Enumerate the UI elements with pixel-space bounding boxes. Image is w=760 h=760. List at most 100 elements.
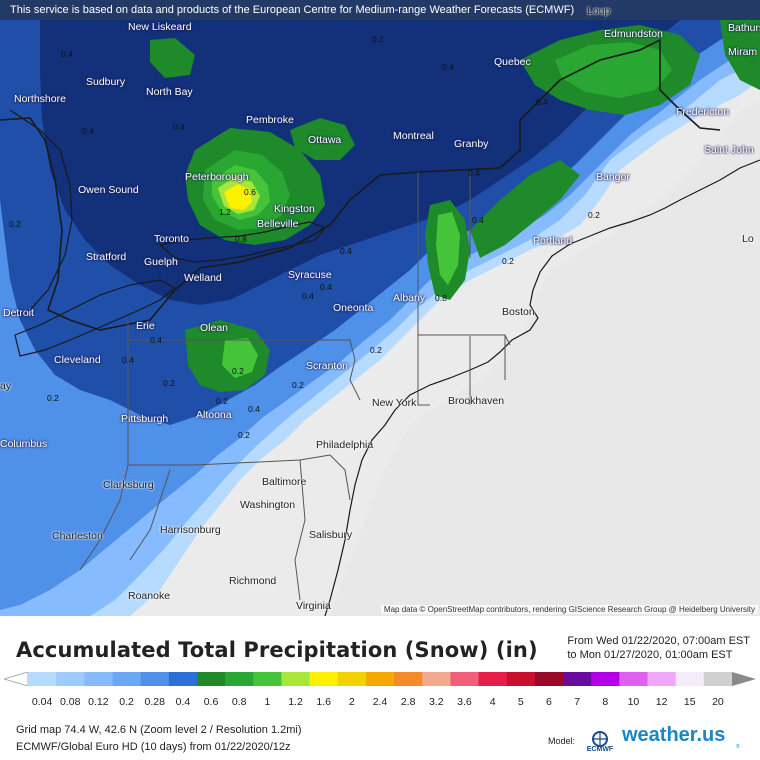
city-scranton[interactable]: Scranton (306, 360, 349, 372)
scale-label: 3.6 (457, 696, 472, 708)
contour-label: 0.4 (248, 404, 260, 414)
city-altoona[interactable]: Altoona (196, 409, 232, 421)
city-stratford[interactable]: Stratford (86, 251, 127, 263)
scale-label: 1.6 (316, 696, 331, 708)
city-columbus[interactable]: Columbus (0, 438, 48, 450)
scale-label: 15 (683, 696, 696, 708)
city-baltimore[interactable]: Baltimore (262, 476, 307, 488)
contour-label: 0.2 (588, 210, 600, 220)
ohio-line (79, 464, 171, 571)
city-quebec[interactable]: Quebec (494, 56, 531, 68)
scale-label: 7 (574, 696, 581, 708)
city-clarksburg[interactable]: Clarksburg (103, 479, 154, 491)
precipitation-map[interactable]: This service is based on data and produc… (0, 0, 760, 616)
contour-label: 0.2 (370, 345, 382, 355)
ecmwf-logo-text: ECMWF (586, 746, 614, 753)
city-edmundston[interactable]: Edmundston (604, 28, 663, 40)
contour-label: 0.4 (82, 126, 94, 136)
city-peterborough[interactable]: Peterborough (185, 171, 249, 183)
scale-label: 5 (517, 696, 524, 708)
city-loup[interactable]: Loup (587, 5, 611, 17)
color-scale-bar (4, 672, 756, 686)
city-syracuse[interactable]: Syracuse (288, 269, 332, 281)
city-ottawa[interactable]: Ottawa (308, 134, 342, 146)
ecmwf-notice: This service is based on data and produc… (0, 0, 760, 20)
city-new-liskeard[interactable]: New Liskeard (128, 21, 192, 33)
city-belleville[interactable]: Belleville (257, 218, 299, 230)
ecmwf-globe-icon (592, 731, 608, 747)
precip-0.6-quebec (720, 20, 760, 90)
scale-swatch (337, 672, 367, 686)
city-harrisonburg[interactable]: Harrisonburg (160, 524, 221, 536)
city-portland[interactable]: Portland (533, 235, 573, 247)
city-cleveland[interactable]: Cleveland (54, 354, 101, 366)
city-boston[interactable]: Boston (502, 306, 535, 318)
date-range: From Wed 01/22/2020, 07:00am EST to Mon … (567, 634, 750, 662)
city-lo[interactable]: Lo (742, 233, 754, 245)
precip-0.8-pennsylvania (222, 338, 258, 378)
city-bathurst[interactable]: Bathurst (728, 22, 760, 34)
city-oneonta[interactable]: Oneonta (333, 302, 374, 314)
scale-label: 20 (712, 696, 724, 708)
city-albany[interactable]: Albany (393, 292, 426, 304)
city-ay[interactable]: ay (0, 380, 12, 392)
color-scale-labels: 0.04 0.08 0.12 0.2 0.28 0.4 0.6 0.8 1 1.2 1.6 2 2.4 2… (0, 696, 760, 710)
city-northshore[interactable]: Northshore (14, 93, 66, 105)
scale-swatch (394, 672, 423, 686)
scale-label: 2.8 (400, 696, 416, 708)
scale-label: 12 (655, 696, 668, 708)
city-roanoke[interactable]: Roanoke (128, 590, 171, 602)
contour-label: 0.4 (468, 168, 480, 178)
city-saint-john[interactable]: Saint John (704, 144, 754, 156)
contour-label: 0.4 (442, 62, 454, 72)
weather-us-logo[interactable]: weather.us (622, 724, 726, 746)
contour-label: 0.2 (163, 378, 175, 388)
city-bangor[interactable]: Bangor (596, 171, 630, 183)
city-richmond[interactable]: Richmond (229, 575, 277, 587)
city-brookhaven[interactable]: Brookhaven (448, 395, 505, 407)
city-north-bay[interactable]: North Bay (146, 86, 193, 98)
scale-label: 0.2 (119, 696, 134, 708)
legend-footer: Accumulated Total Precipitation (Snow) (… (0, 616, 760, 760)
model-label: Model: (548, 736, 576, 746)
city-detroit[interactable]: Detroit (3, 307, 34, 319)
city-welland[interactable]: Welland (184, 272, 222, 284)
ecmwf-logo[interactable]: ECMWF (583, 729, 617, 757)
city-new-york[interactable]: New York (372, 397, 417, 409)
coastline (324, 159, 760, 616)
city-philadelphia[interactable]: Philadelphia (316, 439, 374, 451)
contour-label: 0.6 (244, 187, 256, 197)
city-virginia[interactable]: Virginia (296, 600, 331, 612)
scale-swatch (28, 672, 57, 686)
contour-label: 0.4 (472, 215, 484, 225)
city-montreal[interactable]: Montreal (393, 130, 434, 142)
scale-swatch (422, 672, 451, 686)
scale-swatch (703, 672, 733, 686)
city-olean[interactable]: Olean (200, 322, 229, 334)
city-charleston[interactable]: Charleston (52, 530, 103, 542)
contour-label: 0.4 (150, 335, 162, 345)
contour-label: 0.2 (502, 256, 514, 266)
scale-label: 2.4 (372, 696, 388, 708)
scale-label: 0.12 (88, 696, 109, 708)
city-miram[interactable]: Miram (728, 46, 758, 58)
city-sudbury[interactable]: Sudbury (86, 76, 126, 88)
city-granby[interactable]: Granby (454, 138, 489, 150)
city-fredericton[interactable]: Fredericton (676, 106, 730, 118)
city-guelph[interactable]: Guelph (144, 256, 178, 268)
contour-label: 0.2 (47, 393, 59, 403)
contour-label: 0.4 (536, 97, 548, 107)
precip-0.4-core (40, 20, 680, 305)
city-owen-sound[interactable]: Owen Sound (78, 184, 139, 196)
city-toronto[interactable]: Toronto (154, 233, 190, 245)
city-pembroke[interactable]: Pembroke (246, 114, 294, 126)
city-washington[interactable]: Washington (240, 499, 296, 511)
scale-label: 1.2 (288, 696, 303, 708)
city-salisbury[interactable]: Salisbury (309, 529, 353, 541)
grid-info: Grid map 74.4 W, 42.6 N (Zoom level 2 / … (16, 724, 302, 736)
city-kingston[interactable]: Kingston (274, 203, 315, 215)
city-erie[interactable]: Erie (136, 320, 155, 332)
precip-0.6-laurentians (150, 38, 195, 78)
map-attribution[interactable]: Map data © OpenStreetMap contributors, r… (380, 605, 758, 614)
city-pittsburgh[interactable]: Pittsburgh (121, 413, 169, 425)
